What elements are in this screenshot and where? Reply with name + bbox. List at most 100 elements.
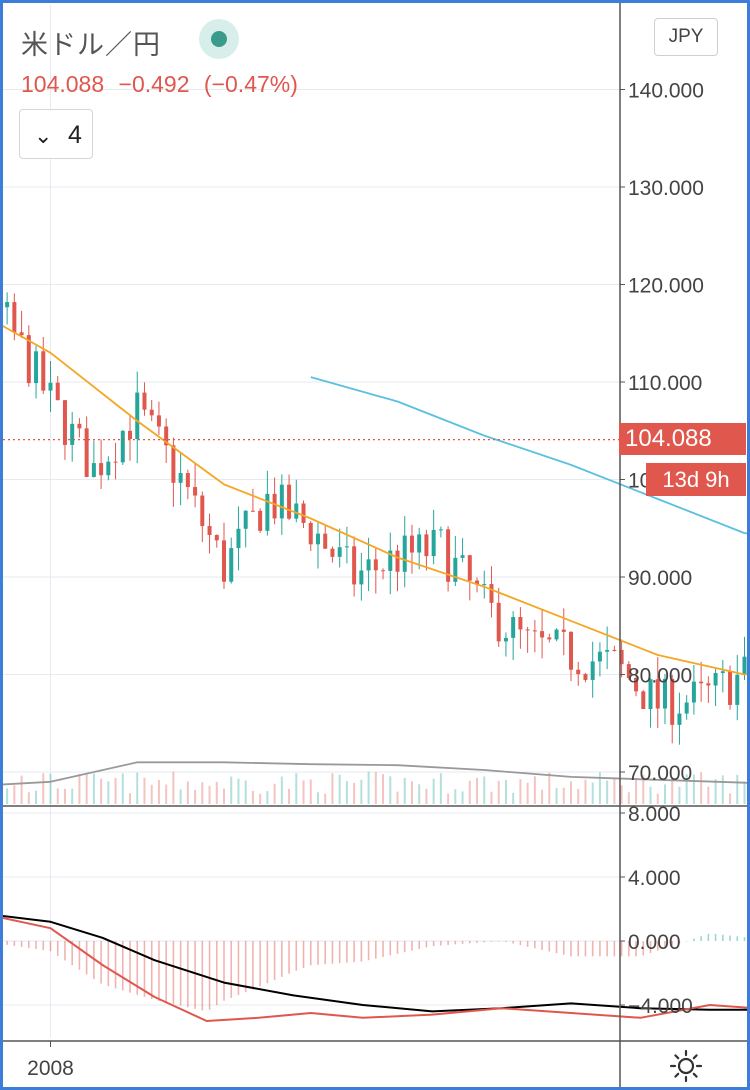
ma-fast-line <box>3 325 747 676</box>
currency-button[interactable]: JPY <box>654 18 718 56</box>
volume-bar <box>172 771 175 804</box>
volume-bar <box>71 788 74 804</box>
macd-histogram-bar <box>649 941 652 953</box>
macd-histogram-bar <box>440 941 442 946</box>
macd-histogram-bar <box>42 941 45 951</box>
macd-histogram-bar <box>56 941 59 956</box>
candle-body <box>200 495 205 526</box>
candle-body <box>301 503 306 523</box>
candle-body <box>26 335 31 384</box>
candle-body <box>540 631 545 638</box>
candle-body <box>149 409 154 416</box>
volume-bar <box>432 778 435 804</box>
volume-bar <box>439 773 442 804</box>
volume-bar <box>42 773 45 804</box>
candle-body <box>655 679 660 709</box>
volume-bar <box>100 778 103 804</box>
volume-bar <box>92 773 95 804</box>
candle-body <box>34 351 39 384</box>
volume-bar <box>685 774 688 804</box>
candle-body <box>352 546 357 585</box>
candle-body <box>453 557 458 582</box>
macd-histogram-bar <box>338 941 341 964</box>
macd-histogram-bar <box>620 941 623 957</box>
volume-bar <box>35 790 38 804</box>
candle-body <box>222 540 226 582</box>
candle-body <box>503 637 508 642</box>
volume-bar <box>237 778 240 804</box>
macd-histogram-bar <box>143 941 146 997</box>
macd-histogram-bar <box>331 941 334 964</box>
macd-histogram-bar <box>172 941 175 1005</box>
macd-histogram-bar <box>230 941 233 998</box>
price-chart[interactable]: 140.000130.000120.000110.000100.00090.00… <box>3 3 747 1087</box>
candle-body <box>735 674 740 705</box>
volume-bar <box>295 773 298 804</box>
candle-body <box>70 423 75 445</box>
candle-body <box>641 691 646 710</box>
macd-histogram-bar <box>309 941 312 966</box>
volume-bar <box>526 782 529 804</box>
macd-histogram-bar <box>490 941 493 942</box>
volume-bar <box>671 777 674 804</box>
candle-body <box>91 463 96 477</box>
volume-bar <box>179 789 182 804</box>
price-change-pct: (−0.47%) <box>203 71 298 97</box>
macd-histogram-bar <box>642 941 645 956</box>
macd-histogram-bar <box>628 941 630 957</box>
macd-histogram-bar <box>476 941 478 943</box>
volume-bar <box>700 772 703 804</box>
macd-histogram-bar <box>454 941 457 945</box>
candle-body <box>634 678 639 692</box>
volume-bar <box>504 779 507 804</box>
macd-histogram-bar <box>187 941 189 1008</box>
candle-body <box>279 484 284 519</box>
candle-body <box>294 503 299 519</box>
moving-averages <box>3 325 747 786</box>
macd-histogram-bar <box>353 941 355 963</box>
candle-body <box>171 445 176 483</box>
macd-histogram-bar <box>281 941 283 977</box>
volume-bar <box>288 788 291 804</box>
candle-body <box>106 461 111 476</box>
volume-bar <box>331 773 334 804</box>
candle-body <box>424 534 429 557</box>
volume-bar <box>476 777 479 804</box>
axes: 140.000130.000120.000110.000100.00090.00… <box>3 3 747 1087</box>
volume-bar <box>251 790 254 804</box>
candle-body <box>337 547 342 557</box>
macd-histogram-bar <box>678 941 681 944</box>
macd-histogram-bar <box>382 941 384 957</box>
macd-histogram-bar <box>468 941 471 944</box>
candle-body <box>113 461 118 463</box>
macd-histogram-bar <box>64 941 66 961</box>
candle-body <box>569 631 573 670</box>
volume-bar <box>410 781 413 804</box>
macd-histogram-bar <box>418 941 420 949</box>
candle-body <box>135 392 140 440</box>
candlesticks <box>5 292 747 745</box>
volume-bar <box>656 793 659 804</box>
candle-body <box>388 550 393 571</box>
macd-histogram-bar <box>302 941 305 968</box>
volume-bar <box>736 774 739 804</box>
settings-icon[interactable] <box>669 1049 703 1083</box>
candle-body <box>128 430 133 440</box>
candle-body <box>532 630 537 632</box>
volume-bar <box>259 793 262 804</box>
macd-histogram-bar <box>693 938 695 941</box>
candle-body <box>207 525 212 536</box>
indicators-toggle-button[interactable]: ⌄ 4 <box>19 109 93 159</box>
candle-body <box>677 713 682 725</box>
candle-body <box>554 629 559 640</box>
macd-histogram-bar <box>656 941 659 951</box>
candle-body <box>12 302 17 333</box>
macd-histogram-bar <box>700 936 702 941</box>
volume-bar <box>208 785 211 804</box>
candle-body <box>373 559 378 571</box>
candle-body <box>742 656 747 675</box>
macd-panel <box>3 914 747 1022</box>
volume-ma-line <box>3 761 747 786</box>
candle-body <box>120 430 125 463</box>
volume-bar <box>353 782 356 804</box>
